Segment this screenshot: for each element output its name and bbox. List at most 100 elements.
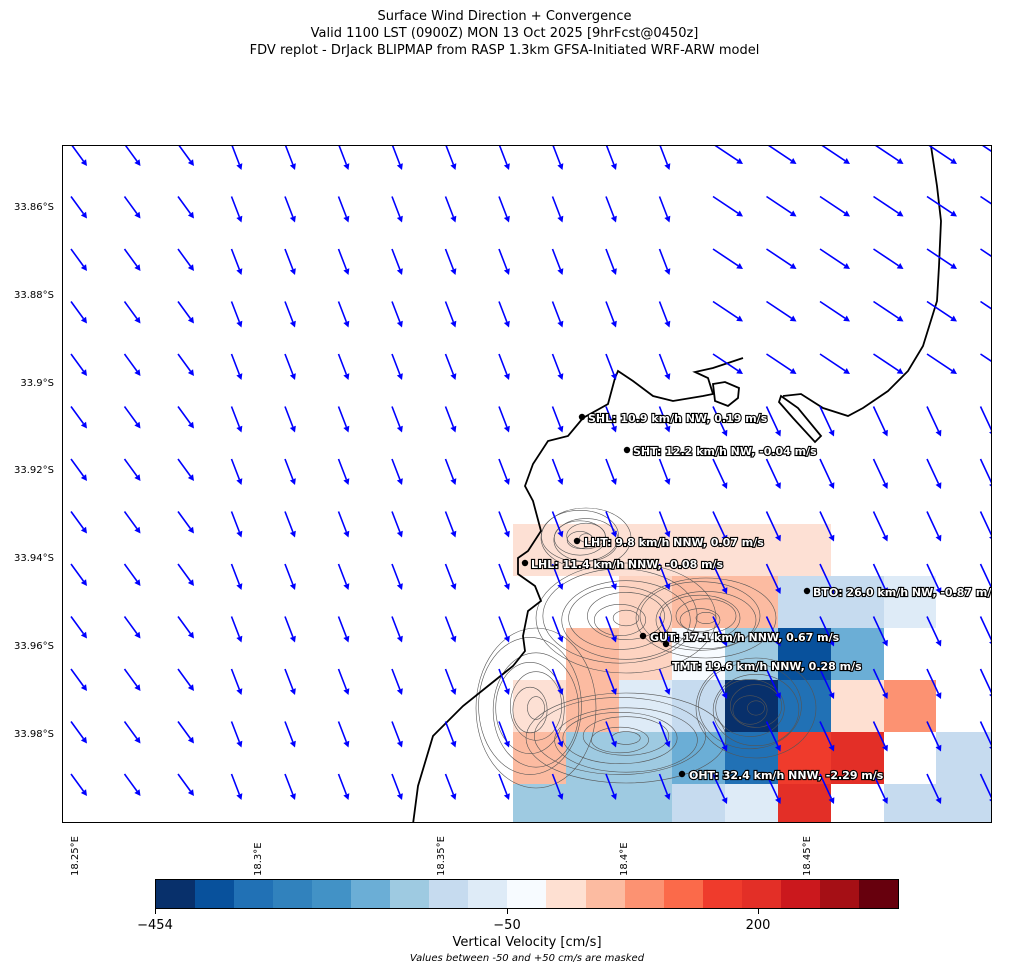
- contour-line: [679, 608, 721, 632]
- wind-arrow: [926, 300, 957, 322]
- wind-arrow: [926, 248, 957, 269]
- velocity-cell: [725, 784, 778, 822]
- wind-arrow: [872, 668, 888, 699]
- wind-arrow: [177, 248, 194, 271]
- wind-arrow: [230, 196, 243, 223]
- station-dot-sht: [623, 446, 631, 454]
- wind-arrow: [337, 668, 350, 695]
- wind-arrow: [284, 301, 296, 328]
- wind-arrow: [498, 773, 510, 800]
- colorbar-swatch: [546, 880, 586, 908]
- wind-arrow: [872, 511, 888, 542]
- colorbar-tick-mid: −50: [493, 918, 521, 933]
- colorbar-swatch: [585, 880, 625, 908]
- wind-arrow: [70, 406, 87, 429]
- wind-arrow: [123, 248, 141, 271]
- wind-arrow: [231, 146, 243, 170]
- colorbar-swatch: [780, 880, 820, 908]
- wind-arrow: [552, 146, 564, 170]
- wind-arrow: [123, 511, 141, 534]
- contour-line: [715, 679, 785, 737]
- contour-line: [675, 598, 737, 634]
- wind-arrow: [551, 196, 564, 223]
- velocity-cell: [725, 680, 778, 732]
- contour-line: [512, 686, 548, 734]
- wind-arrow: [70, 301, 87, 324]
- wind-arrow: [605, 196, 617, 223]
- wind-arrow: [230, 773, 243, 800]
- wind-arrow: [551, 668, 564, 695]
- wind-arrow: [872, 616, 888, 647]
- wind-arrow: [123, 353, 141, 376]
- wind-arrow: [391, 511, 403, 538]
- wind-arrow: [551, 301, 564, 328]
- wind-arrow: [819, 616, 835, 647]
- velocity-cell: [884, 784, 991, 822]
- contour-line: [478, 637, 582, 775]
- wind-arrow: [765, 773, 781, 804]
- wind-arrow: [658, 248, 671, 275]
- wind-arrow: [177, 301, 194, 324]
- wind-arrow: [284, 511, 296, 538]
- station-dot-gut: [639, 632, 647, 640]
- wind-arrow: [70, 353, 87, 376]
- wind-arrow: [658, 458, 671, 485]
- velocity-cell: [778, 680, 831, 732]
- vertical-velocity-cells: [513, 524, 991, 822]
- wind-arrow: [980, 248, 991, 257]
- velocity-cell: [566, 732, 619, 784]
- wind-arrow: [391, 248, 403, 275]
- wind-arrow: [659, 146, 671, 170]
- velocity-cell: [725, 628, 778, 680]
- colorbar-swatch: [429, 880, 469, 908]
- station-label-lhl: LHL: 11.4 km/h NNW, -0.08 m/s: [531, 558, 724, 571]
- wind-arrow: [926, 353, 957, 374]
- wind-arrow: [551, 248, 564, 275]
- wind-arrow: [872, 721, 888, 752]
- wind-arrow: [284, 563, 296, 590]
- wind-arrow: [177, 458, 194, 481]
- wind-arrow: [712, 616, 728, 647]
- wind-arrow: [714, 146, 743, 164]
- wind-arrow: [70, 248, 87, 271]
- contour-line: [566, 531, 594, 549]
- map-panel[interactable]: SHL: 10.9 km/h NW, 0.19 m/s SHT: 12.2 km/…: [62, 145, 992, 823]
- wind-arrow: [498, 511, 510, 538]
- wind-arrow: [444, 721, 457, 748]
- wind-arrow: [284, 146, 296, 170]
- wind-arrow: [979, 563, 991, 592]
- wind-arrow: [70, 616, 87, 639]
- wind-arrow: [444, 668, 457, 695]
- wind-arrow: [819, 406, 835, 437]
- wind-arrow: [177, 563, 194, 586]
- station-dot-bto: [803, 587, 811, 595]
- velocity-cell: [936, 732, 991, 784]
- title-line-1: Surface Wind Direction + Convergence: [377, 9, 632, 24]
- wind-arrow: [444, 616, 457, 643]
- station-dot-lhl: [521, 559, 529, 567]
- wind-arrow: [873, 353, 904, 374]
- colorbar-tickmark: [758, 909, 759, 914]
- wind-arrow: [391, 721, 403, 748]
- wind-arrow: [230, 616, 243, 643]
- wind-arrow: [498, 248, 510, 275]
- wind-arrow: [551, 563, 564, 590]
- wind-arrow: [765, 458, 781, 489]
- wind-arrow: [551, 458, 564, 485]
- lat-label: 33.86°S: [14, 202, 54, 213]
- wind-arrow: [551, 616, 564, 643]
- contour-line: [475, 627, 597, 789]
- colorbar-swatch: [741, 880, 781, 908]
- colorbar-tick-min: −454: [137, 918, 173, 933]
- velocity-cell: [831, 680, 884, 732]
- wind-arrow: [177, 616, 194, 639]
- wind-arrow: [498, 301, 510, 328]
- wind-arrow: [230, 248, 243, 275]
- wind-arrow: [498, 721, 510, 748]
- wind-arrow: [551, 406, 564, 433]
- wind-arrow: [70, 563, 87, 586]
- wind-arrow: [765, 721, 781, 752]
- wind-arrow: [391, 616, 403, 643]
- velocity-cell: [619, 680, 672, 732]
- map-canvas: SHL: 10.9 km/h NW, 0.19 m/s SHT: 12.2 km/…: [70, 146, 991, 822]
